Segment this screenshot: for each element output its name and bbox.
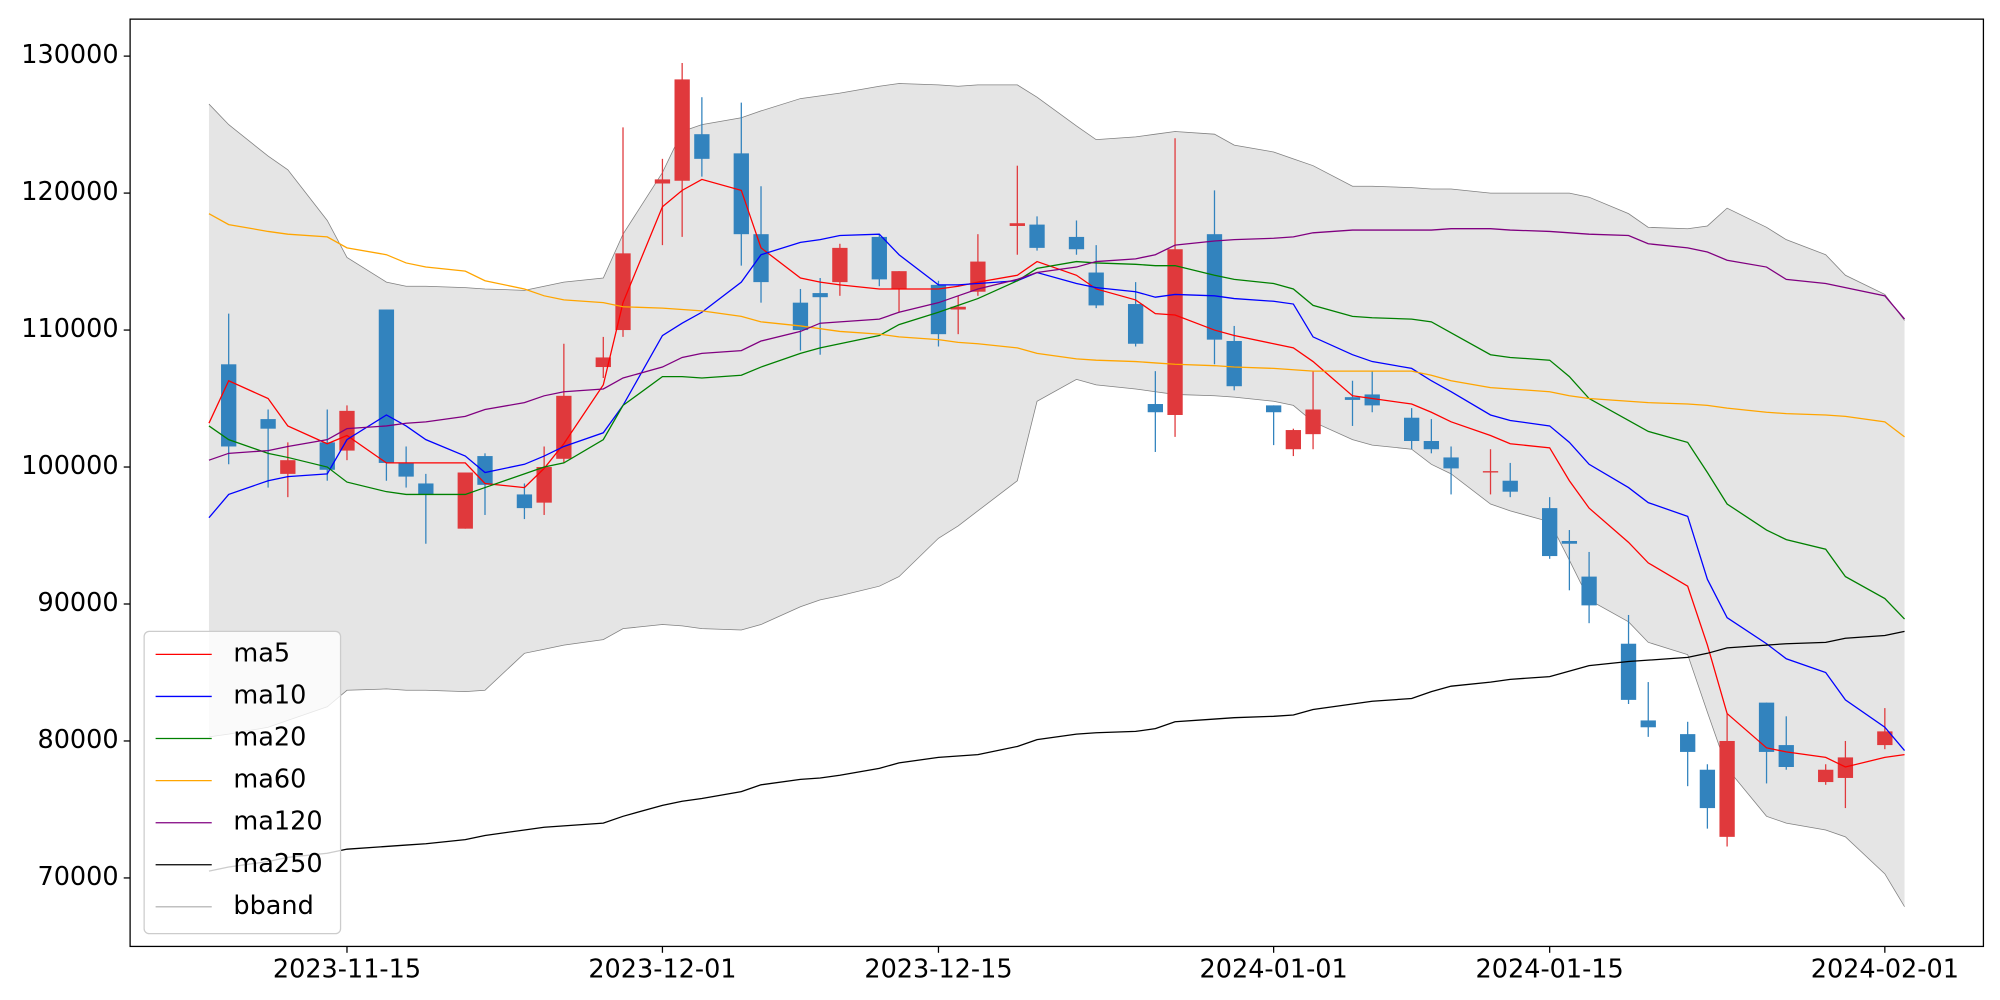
y-tick-label: 90000 [37,588,118,618]
candle-body [615,253,631,331]
x-tick-label: 2024-02-01 [1811,955,1959,985]
candle-body [1029,224,1045,248]
ma-line [208,630,1905,872]
bband-lower [208,378,1905,907]
legend-label: ma250 [233,849,322,879]
candle-body [280,460,296,474]
candle-body [1482,471,1499,473]
candle-body [1443,457,1459,469]
ma-line [208,260,1906,620]
candle-body [556,395,572,459]
candle-body [1818,769,1834,783]
candle-body [950,306,966,310]
candle-body [1127,304,1144,344]
candle-body [1147,404,1163,413]
candle-body [319,442,335,470]
candle-body [1719,740,1735,837]
candle-body [1206,234,1223,340]
candle-body [1581,576,1597,606]
legend-label: ma60 [233,765,306,795]
axes-frame [129,18,1985,948]
candle-body [1364,394,1380,406]
ma-line [208,178,1905,768]
candle-body [1285,430,1302,450]
candle-body [1344,397,1361,400]
y-tick-label: 130000 [21,40,118,70]
candle-body [1502,480,1518,492]
x-tick-label: 2023-11-15 [273,955,421,985]
x-tick-label: 2023-12-01 [588,955,736,985]
candle-body [418,483,434,495]
candle-body [694,134,710,159]
candle-body [1542,508,1558,557]
candle-body [457,472,473,529]
candle-body [1009,223,1025,226]
y-tick-label: 80000 [37,725,118,755]
candle-body [1758,702,1775,752]
candle-body [792,302,809,331]
candle-body [1620,643,1637,700]
x-tick-label: 2023-12-15 [864,955,1012,985]
candle-body [1068,236,1085,250]
legend-label: ma120 [233,807,322,837]
legend-label: ma20 [233,723,306,753]
candle-body [1167,249,1183,415]
candle-body [1226,341,1242,387]
candle-body [595,357,611,368]
candle-body [812,293,828,298]
legend-label: bband [233,891,313,921]
legend-label: ma10 [233,680,306,710]
candle-body [398,462,414,477]
candle-body [536,467,552,503]
ma-line [208,228,1906,461]
candle-body [674,79,690,181]
ma-line [208,233,1906,751]
candle-body [733,153,749,235]
y-tick-label: 70000 [37,862,118,892]
candle-body [1423,441,1440,450]
y-tick-label: 120000 [21,177,118,207]
candle-body [871,236,887,280]
candle-body [378,309,395,463]
candle-body [1680,734,1696,752]
legend: ma5 ma10 ma20 ma60 ma120 ma250 bband [143,630,342,935]
candle-body [1877,731,1893,746]
plot-area [208,62,1906,907]
candle-body [930,284,947,335]
candle-body [654,179,671,184]
candle-body [260,419,276,429]
ma-line [208,213,1905,438]
candle-body [339,410,355,451]
candle-body [1561,540,1578,544]
bband-upper [208,83,1905,321]
y-tick-label: 110000 [21,314,118,344]
candle-body [221,364,237,447]
candle-body [1699,769,1716,809]
legend-box [143,630,342,935]
x-tick-label: 2024-01-01 [1200,955,1348,985]
x-tick-label: 2024-01-15 [1476,955,1624,985]
candle-body [1305,409,1321,435]
candle-body [1403,417,1420,442]
candle-body [1640,720,1656,728]
candle-body [1265,405,1282,413]
y-tick-label: 100000 [21,451,118,481]
candle-body [753,234,769,283]
candle-body [1837,757,1854,778]
candle-body [891,271,907,289]
candle-body [477,456,493,485]
legend-label: ma5 [233,638,290,668]
bband-area [208,83,1905,907]
candle-body [832,247,848,283]
candle-body [516,494,533,509]
candle-body [1778,745,1794,767]
